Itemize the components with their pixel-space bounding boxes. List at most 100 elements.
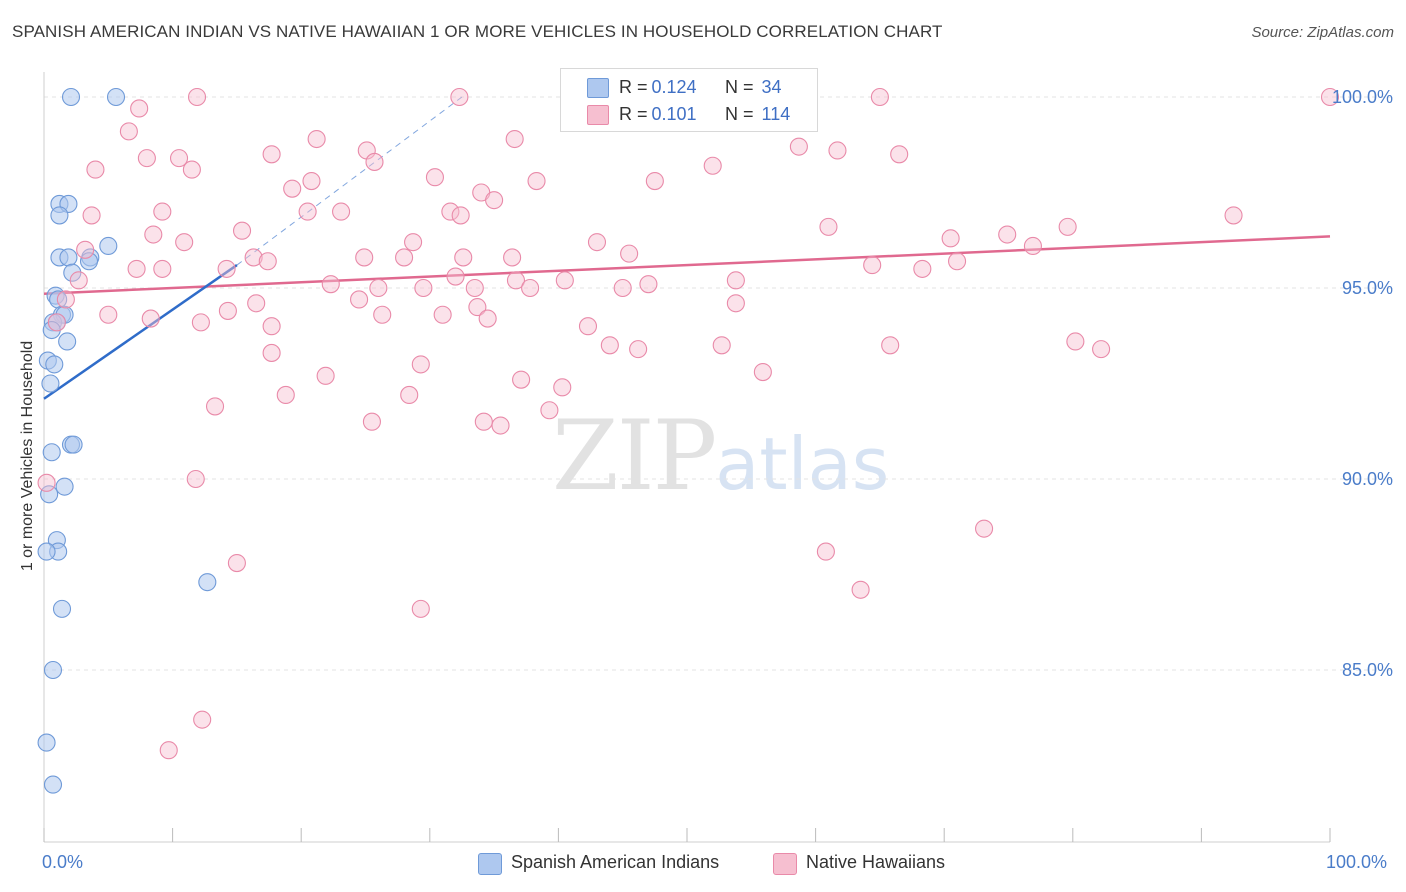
- legend: R = 0.124 N = 34 R = 0.101 N = 114: [560, 68, 818, 132]
- bottom-legend-label: Spanish American Indians: [511, 852, 720, 872]
- legend-n-value: 34: [761, 77, 782, 97]
- chart-title: SPANISH AMERICAN INDIAN VS NATIVE HAWAII…: [12, 22, 943, 41]
- data-point-native-hawaiians: [130, 99, 149, 118]
- data-point-native-hawaiians: [153, 259, 172, 278]
- data-point-native-hawaiians: [227, 553, 246, 573]
- data-point-native-hawaiians: [82, 206, 101, 225]
- legend-r-value: 0.101: [651, 104, 697, 124]
- legend-r-value: 0.124: [651, 77, 697, 97]
- data-point-native-hawaiians: [555, 271, 574, 290]
- data-point-native-hawaiians: [262, 317, 281, 336]
- data-point-native-hawaiians: [56, 290, 75, 309]
- data-point-native-hawaiians: [587, 233, 607, 252]
- data-point-native-hawaiians: [321, 275, 340, 294]
- data-point-native-hawaiians: [373, 305, 392, 324]
- data-point-native-hawaiians: [816, 542, 835, 561]
- trend-line-spanish-american-indians: [43, 264, 238, 400]
- data-point-spanish-american-indians: [45, 355, 64, 374]
- data-point-native-hawaiians: [890, 145, 909, 164]
- legend-n-label: N =: [725, 104, 754, 124]
- data-point-native-hawaiians: [159, 741, 178, 760]
- data-point-native-hawaiians: [411, 599, 430, 618]
- axes: [43, 72, 1331, 843]
- data-point-native-hawaiians: [881, 336, 900, 355]
- data-point-native-hawaiians: [503, 248, 522, 267]
- bottom-legend-item-pink: Native Hawaiians: [773, 852, 946, 875]
- data-point-native-hawaiians: [468, 298, 487, 317]
- data-point-native-hawaiians: [629, 340, 648, 359]
- data-point-spanish-american-indians: [198, 573, 217, 592]
- series-spanish-american-indians: [37, 87, 217, 794]
- data-point-native-hawaiians: [474, 412, 493, 431]
- data-point-native-hawaiians: [218, 301, 237, 320]
- data-point-native-hawaiians: [182, 160, 201, 179]
- data-point-native-hawaiians: [205, 397, 225, 416]
- data-point-native-hawaiians: [948, 252, 967, 271]
- data-point-native-hawaiians: [828, 141, 847, 160]
- data-point-native-hawaiians: [144, 225, 163, 244]
- data-point-spanish-american-indians: [41, 374, 60, 393]
- data-point-spanish-american-indians: [43, 660, 63, 680]
- data-point-native-hawaiians: [258, 252, 277, 271]
- data-point-native-hawaiians: [506, 271, 526, 290]
- data-point-native-hawaiians: [1023, 236, 1042, 256]
- legend-swatch-pink: [587, 105, 609, 125]
- data-point-spanish-american-indians: [37, 733, 56, 752]
- y-tick-label: 85.0%: [1341, 660, 1393, 680]
- trend-lines: [43, 96, 1331, 400]
- data-point-native-hawaiians: [527, 171, 546, 191]
- legend-row-native-hawaiians: R = 0.101 N = 114: [561, 101, 817, 127]
- grid-lines: [44, 96, 1392, 671]
- legend-n-label: N =: [725, 77, 754, 97]
- trend-line-native-hawaiians: [43, 235, 1331, 295]
- watermark: ZIPatlas: [552, 400, 889, 512]
- data-point-native-hawaiians: [425, 168, 444, 187]
- data-point-native-hawaiians: [753, 362, 772, 382]
- data-point-native-hawaiians: [76, 240, 95, 259]
- bottom-legend-label: Native Hawaiians: [806, 852, 946, 872]
- data-point-native-hawaiians: [553, 378, 572, 397]
- data-point-native-hawaiians: [244, 248, 263, 267]
- legend-r-label: R =: [619, 104, 648, 124]
- legend-n: N = 34: [725, 77, 782, 98]
- data-point-spanish-american-indians: [63, 263, 82, 282]
- data-point-native-hawaiians: [620, 244, 639, 263]
- data-point-native-hawaiians: [302, 171, 321, 191]
- data-point-native-hawaiians: [355, 248, 374, 267]
- bottom-legend-swatch-pink: [773, 853, 797, 875]
- data-point-native-hawaiians: [69, 271, 88, 290]
- data-point-native-hawaiians: [1066, 332, 1085, 351]
- data-point-native-hawaiians: [485, 191, 504, 210]
- data-point-native-hawaiians: [262, 343, 281, 362]
- data-point-native-hawaiians: [332, 202, 351, 221]
- data-point-native-hawaiians: [411, 355, 430, 374]
- data-point-native-hawaiians: [870, 87, 889, 107]
- data-point-native-hawaiians: [726, 294, 745, 313]
- y-tick-label: 90.0%: [1341, 469, 1393, 489]
- data-point-native-hawaiians: [446, 267, 465, 286]
- data-point-native-hawaiians: [175, 233, 194, 252]
- data-point-native-hawaiians: [400, 385, 419, 405]
- data-point-native-hawaiians: [316, 366, 335, 385]
- data-point-native-hawaiians: [478, 309, 497, 328]
- trend-line-extension-spanish-american-indians: [236, 96, 463, 266]
- data-point-native-hawaiians: [186, 469, 205, 489]
- data-point-native-hawaiians: [47, 313, 66, 332]
- data-point-spanish-american-indians: [61, 87, 81, 107]
- data-point-native-hawaiians: [465, 278, 484, 298]
- data-point-spanish-american-indians: [50, 206, 69, 225]
- legend-r: R = 0.101: [619, 104, 697, 125]
- data-point-native-hawaiians: [975, 519, 994, 538]
- y-tick-label: 95.0%: [1341, 278, 1393, 298]
- data-point-native-hawaiians: [451, 206, 470, 225]
- data-point-spanish-american-indians: [37, 542, 56, 561]
- data-point-native-hawaiians: [395, 248, 414, 267]
- source-label: Source: ZipAtlas.com: [1251, 24, 1394, 41]
- legend-n: N = 114: [725, 104, 790, 125]
- data-point-spanish-american-indians: [52, 599, 72, 618]
- data-point-native-hawaiians: [362, 412, 381, 431]
- data-point-native-hawaiians: [187, 87, 207, 107]
- x-tick-label-min: 0.0%: [42, 852, 84, 872]
- legend-swatch-blue: [587, 78, 609, 98]
